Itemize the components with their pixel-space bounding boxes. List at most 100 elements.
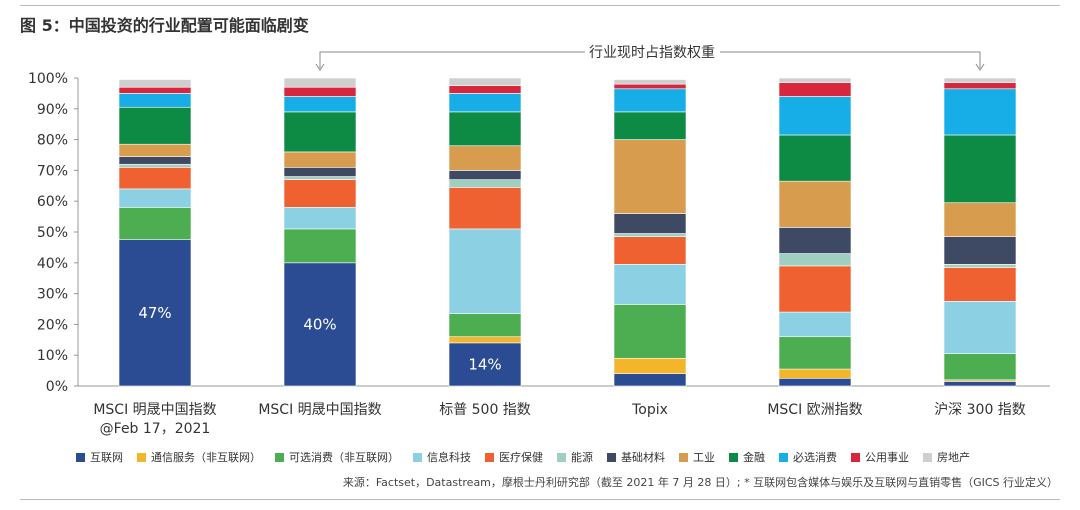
legend-swatch [275,452,284,462]
bar-segment [943,82,1017,90]
legend-label: 金融 [743,451,765,464]
x-tick-label: Topix [631,402,668,418]
legend-label: 房地产 [937,451,970,464]
y-tick-label: 40% [37,256,68,272]
legend-item: 金融 [729,449,765,465]
legend-swatch [485,452,494,462]
chart-title: 图 5：中国投资的行业配置可能面临剧变 [20,16,309,35]
bar-segment [118,167,192,190]
legend-swatch [851,452,860,462]
bar-segment [118,188,192,208]
y-tick-label: 90% [37,102,68,118]
annotation-bracket [319,51,981,68]
legend-label: 互联网 [90,451,123,464]
bar-segment [283,77,357,88]
bar-segment [283,86,357,97]
legend-label: 通信服务（非互联网） [151,451,261,464]
data-label: 47% [138,304,171,322]
bar-segment [448,313,522,338]
bar-segment [613,357,687,374]
legend-item: 必选消费 [779,449,837,465]
bar-segment [943,381,1017,387]
bar-segment [118,163,192,168]
bar-segment [283,207,357,230]
legend-item: 房地产 [923,449,970,465]
bar-segment [118,143,192,157]
bar-segment [778,311,852,338]
bar-segment [778,82,852,97]
top-rule [20,5,1060,6]
bar-segment [118,207,192,241]
y-tick-label: 50% [37,225,68,241]
bottom-rule [20,499,1060,500]
legend-swatch [729,452,738,462]
bar-segment [778,336,852,370]
bar-segment [778,96,852,136]
bar-segment [778,377,852,387]
bar-segment [283,96,357,113]
x-tick-label: MSCI 明晟中国指数 [258,402,381,418]
annotation-arrow [975,63,985,71]
bar-segment [943,134,1017,204]
bar-segment [118,156,192,165]
legend-label: 医疗保健 [499,451,543,464]
data-label: 40% [303,315,336,333]
legend-swatch [923,452,932,462]
bar-segment [283,111,357,153]
bar-segment [448,145,522,171]
bar-segment [778,368,852,379]
legend-item: 工业 [679,449,715,465]
bar-segment [778,180,852,228]
bar-segment [943,77,1017,83]
annotation-arrow [315,63,325,71]
bar-segment [943,264,1017,268]
legend-label: 能源 [571,451,593,464]
bar-segment [613,79,687,85]
x-tick-label: 标普 500 指数 [439,402,531,418]
bar-segment [613,111,687,140]
bar-segment [778,253,852,267]
bar-segment [118,86,192,94]
bar-segment [943,300,1017,354]
bar-segment [283,262,357,387]
bar-segment [448,342,522,387]
bar-segment [613,139,687,214]
x-tick-label: MSCI 欧洲指数 [767,402,862,418]
bar-segment [283,176,357,180]
bar-segment [613,264,687,305]
bar-segment [613,233,687,237]
bar-segment [613,83,687,90]
legend-label: 公用事业 [865,451,909,464]
bar-segment [943,202,1017,237]
legend-item: 通信服务（非互联网） [137,449,261,465]
bar-segment [118,93,192,108]
legend-item: 基础材料 [607,449,665,465]
legend-swatch [137,452,146,462]
bar-segment [448,85,522,94]
bar-segment [448,187,522,230]
bar-segment [943,236,1017,265]
y-tick-label: 30% [37,287,68,303]
y-tick-label: 80% [37,133,68,149]
bar-segment [448,77,522,86]
bar-segment [778,265,852,313]
source-note: 来源：Factset，Datastream，摩根士丹利研究部（截至 2021 年… [342,476,1058,489]
legend-swatch [413,452,422,462]
legend-label: 必选消费 [793,451,837,464]
legend-swatch [779,452,788,462]
bar-segment [943,88,1017,136]
legend-item: 公用事业 [851,449,909,465]
legend-label: 信息科技 [427,451,471,464]
bar-segment [118,79,192,88]
legend-swatch [607,452,616,462]
bar-segment [613,236,687,265]
y-tick-label: 100% [28,71,68,87]
y-tick-label: 60% [37,194,68,210]
legend-swatch [679,452,688,462]
legend-label: 工业 [693,451,715,464]
stacked-bar-chart: 0% 10% 20% 30% 40% 50% 60% 70% 80% 90% 100% 47% MSCI… [28,45,1050,437]
legend-item: 互联网 [76,449,123,465]
bar-segment [943,267,1017,302]
legend-swatch [76,452,85,462]
